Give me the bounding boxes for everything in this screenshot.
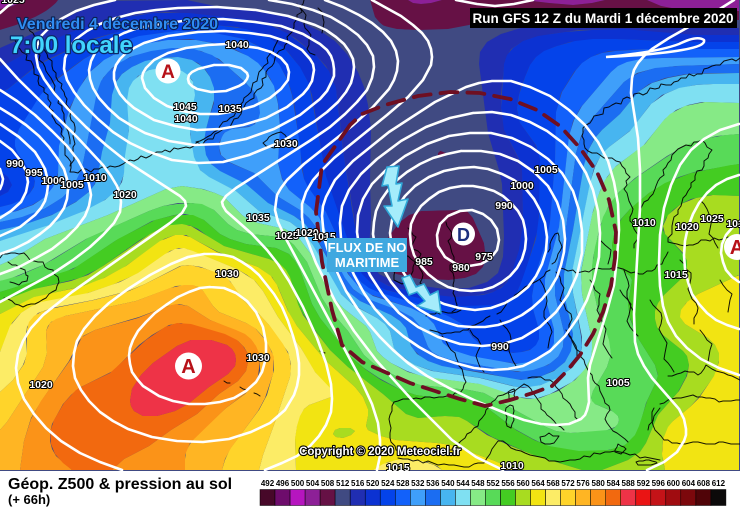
svg-text:564: 564: [531, 479, 545, 488]
svg-text:1020: 1020: [113, 189, 137, 201]
svg-text:592: 592: [637, 479, 651, 488]
svg-text:1015: 1015: [664, 269, 688, 281]
svg-text:1005: 1005: [60, 179, 84, 191]
svg-text:975: 975: [475, 251, 493, 263]
svg-text:990: 990: [491, 341, 509, 353]
svg-text:990: 990: [495, 200, 513, 212]
svg-text:568: 568: [546, 479, 560, 488]
svg-text:MARITIME: MARITIME: [335, 255, 400, 270]
svg-text:580: 580: [592, 479, 606, 488]
svg-text:1045: 1045: [173, 101, 197, 113]
svg-text:1020: 1020: [29, 379, 53, 391]
svg-text:1030: 1030: [215, 268, 239, 280]
svg-text:524: 524: [381, 479, 395, 488]
svg-text:500: 500: [291, 479, 305, 488]
svg-text:604: 604: [682, 479, 696, 488]
svg-text:1020: 1020: [295, 227, 319, 239]
svg-text:528: 528: [396, 479, 410, 488]
svg-text:596: 596: [652, 479, 666, 488]
svg-text:1010: 1010: [500, 460, 524, 472]
svg-text:504: 504: [306, 479, 320, 488]
svg-text:985: 985: [415, 256, 433, 268]
svg-text:1025: 1025: [275, 230, 299, 242]
svg-text:1005: 1005: [534, 164, 558, 176]
svg-text:1005: 1005: [606, 377, 630, 389]
svg-text:1035: 1035: [218, 103, 242, 115]
svg-text:516: 516: [351, 479, 365, 488]
svg-text:995: 995: [25, 167, 43, 179]
svg-text:1015: 1015: [726, 218, 740, 230]
svg-text:612: 612: [712, 479, 726, 488]
svg-text:FLUX DE NO: FLUX DE NO: [328, 240, 407, 255]
svg-text:600: 600: [667, 479, 681, 488]
svg-text:990: 990: [6, 158, 24, 170]
svg-text:Run GFS 12 Z du Mardi 1 décemb: Run GFS 12 Z du Mardi 1 décembre 2020: [472, 11, 733, 26]
svg-text:1025: 1025: [700, 213, 724, 225]
svg-text:980: 980: [452, 262, 470, 274]
svg-text:1040: 1040: [225, 39, 249, 51]
svg-text:A: A: [730, 237, 740, 259]
svg-text:556: 556: [501, 479, 515, 488]
svg-text:588: 588: [622, 479, 636, 488]
svg-text:532: 532: [411, 479, 425, 488]
svg-text:584: 584: [607, 479, 621, 488]
svg-text:496: 496: [276, 479, 290, 488]
svg-text:1000: 1000: [510, 180, 534, 192]
svg-text:D: D: [457, 225, 470, 245]
svg-text:A: A: [181, 356, 195, 378]
svg-text:608: 608: [697, 479, 711, 488]
svg-text:1030: 1030: [246, 352, 270, 364]
svg-text:520: 520: [366, 479, 380, 488]
svg-text:492: 492: [261, 479, 275, 488]
svg-text:1010: 1010: [83, 172, 107, 184]
svg-text:1025: 1025: [1, 0, 25, 6]
svg-text:576: 576: [576, 479, 590, 488]
svg-text:1035: 1035: [246, 212, 270, 224]
svg-text:Copyright © 2020 Meteociel.fr: Copyright © 2020 Meteociel.fr: [299, 446, 461, 458]
svg-text:540: 540: [441, 479, 455, 488]
svg-text:A: A: [161, 62, 175, 83]
svg-text:560: 560: [516, 479, 530, 488]
svg-text:1040: 1040: [174, 113, 198, 125]
svg-text:512: 512: [336, 479, 350, 488]
svg-text:7:00 locale: 7:00 locale: [10, 32, 133, 59]
svg-text:(+ 66h): (+ 66h): [8, 492, 50, 507]
svg-text:Vendredi 4 décembre 2020: Vendredi 4 décembre 2020: [17, 16, 218, 33]
svg-text:Géop. Z500 & pression au sol: Géop. Z500 & pression au sol: [8, 476, 232, 493]
svg-text:552: 552: [486, 479, 500, 488]
svg-text:1000: 1000: [41, 175, 65, 187]
svg-text:508: 508: [321, 479, 335, 488]
svg-text:536: 536: [426, 479, 440, 488]
svg-text:1030: 1030: [274, 138, 298, 150]
svg-text:548: 548: [471, 479, 485, 488]
svg-text:1020: 1020: [675, 221, 699, 233]
svg-text:1010: 1010: [632, 217, 656, 229]
svg-text:572: 572: [561, 479, 575, 488]
svg-text:544: 544: [456, 479, 470, 488]
svg-text:1015: 1015: [386, 462, 410, 474]
